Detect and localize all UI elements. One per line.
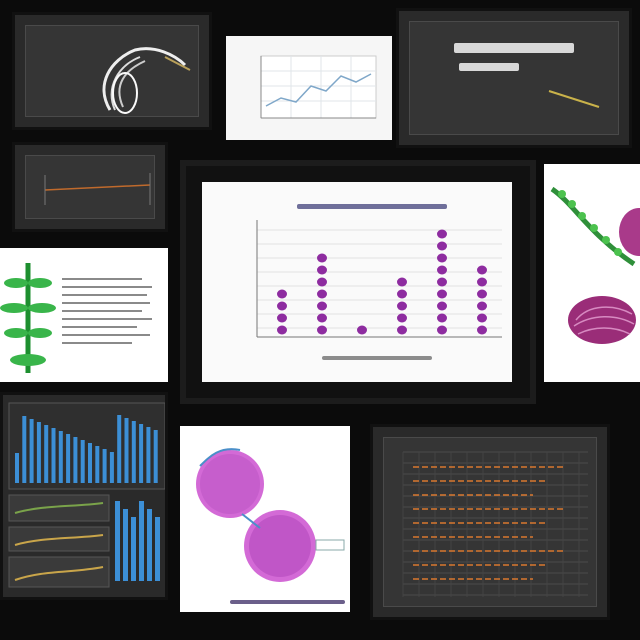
tile-line-chart — [226, 36, 392, 140]
blue-bar — [139, 501, 144, 581]
blue-bar — [123, 509, 128, 581]
tile-pod-and-bulb — [544, 164, 640, 382]
blue-bar — [153, 430, 158, 483]
chart-dot — [477, 313, 487, 323]
blue-bar — [44, 425, 49, 483]
chart-dot — [477, 277, 487, 287]
chart-dot — [397, 277, 407, 287]
blue-bar — [88, 443, 92, 483]
tile-inner-panel — [409, 21, 619, 135]
tile-dark-timeline — [12, 142, 168, 232]
tile-green-plant-notes — [0, 248, 168, 382]
tile-purple-cells — [180, 426, 350, 612]
blue-bar — [131, 517, 136, 581]
chart-dot — [477, 289, 487, 299]
purple-cells-illustration — [196, 448, 345, 604]
chart-dot — [437, 301, 447, 311]
chart-dot — [477, 265, 487, 275]
blue-bar — [146, 427, 151, 483]
chart-dot — [437, 325, 447, 335]
dark-grid-chart — [402, 451, 588, 597]
blue-bar — [95, 446, 100, 483]
blue-bar — [66, 434, 71, 483]
timeline-graphic — [44, 173, 151, 205]
chart-dot — [317, 277, 327, 287]
blue-bar — [15, 453, 19, 483]
chart-dot — [437, 229, 447, 239]
chart-dot — [317, 301, 327, 311]
chart-dot — [397, 325, 407, 335]
chart-dot — [317, 289, 327, 299]
blue-bar — [109, 452, 114, 483]
chart-title-scribble — [297, 204, 447, 209]
chart-dot — [437, 289, 447, 299]
tile-dark-grid-chart — [370, 424, 610, 620]
pod-and-bulb-illustration — [550, 186, 640, 344]
chart-dot — [477, 325, 487, 335]
chart-dot — [397, 289, 407, 299]
blue-bar-panels — [8, 402, 165, 588]
blue-bar — [22, 416, 27, 483]
chart-dot — [317, 253, 327, 263]
chart-panel — [202, 182, 512, 382]
blue-bar — [73, 437, 78, 483]
blue-bar — [131, 421, 136, 483]
title-scribble-graphic — [454, 43, 600, 108]
chart-dot — [437, 265, 447, 275]
blue-bar — [36, 422, 41, 483]
chart-dot — [437, 241, 447, 251]
blue-bar — [139, 424, 144, 483]
tile-dark-title — [396, 8, 632, 148]
purple-dot-chart — [256, 204, 502, 360]
chart-dot — [277, 301, 287, 311]
small-line-chart — [260, 55, 377, 119]
blue-bar — [58, 431, 63, 483]
chart-dot — [277, 325, 287, 335]
blue-bar — [102, 449, 107, 483]
chart-dot — [437, 313, 447, 323]
blue-bar — [117, 415, 122, 483]
blue-bar — [29, 419, 34, 483]
chart-dot — [317, 325, 327, 335]
blue-bar — [80, 440, 85, 483]
chart-dot — [437, 253, 447, 263]
blue-bar — [124, 418, 129, 483]
chart-dot — [397, 313, 407, 323]
chart-dot — [277, 289, 287, 299]
plant-sketch-illustration — [102, 47, 191, 114]
tile-blue-bars — [0, 392, 168, 600]
chart-dot — [277, 313, 287, 323]
blue-bar — [147, 509, 152, 581]
blue-bar — [115, 501, 120, 581]
chart-dot — [477, 301, 487, 311]
chart-dot — [317, 313, 327, 323]
blue-bar — [155, 517, 160, 581]
tile-main-chart — [180, 160, 536, 404]
chart-dot — [357, 325, 367, 335]
chart-dot — [397, 301, 407, 311]
chart-dot — [317, 265, 327, 275]
tile-inner-panel — [25, 155, 155, 219]
chart-dot — [437, 277, 447, 287]
chart-gridlines — [257, 229, 502, 329]
tile-plant-sketch — [12, 12, 212, 130]
blue-bar — [51, 428, 56, 483]
chart-dots — [277, 229, 487, 335]
green-plant-illustration — [0, 263, 152, 373]
x-axis-caption-scribble — [322, 356, 432, 360]
